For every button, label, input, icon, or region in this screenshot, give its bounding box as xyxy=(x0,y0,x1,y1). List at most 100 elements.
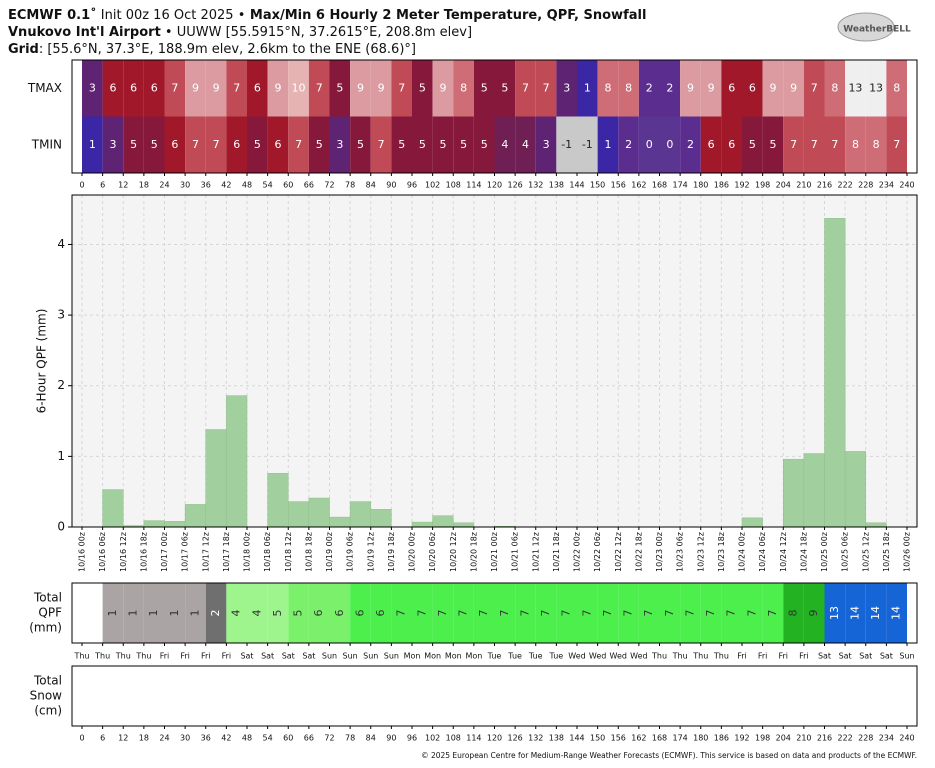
temp-cell xyxy=(618,116,639,173)
total-cell xyxy=(700,583,722,643)
total-label: 7 xyxy=(436,610,449,617)
x-tick-label: 168 xyxy=(652,181,667,190)
day-label: Tue xyxy=(487,652,502,661)
total-label: 14 xyxy=(890,606,903,620)
bar xyxy=(164,521,186,528)
temp-label: 3 xyxy=(563,81,570,94)
temp-cell xyxy=(721,116,742,173)
temp-cell xyxy=(803,116,825,173)
x-tick-label: 234 xyxy=(879,181,894,190)
day-label: Sun xyxy=(899,652,914,661)
x-tick-label: 144 xyxy=(569,734,584,743)
temp-label: 1 xyxy=(584,81,591,94)
bar xyxy=(803,453,825,528)
x-tick-label: 10/24 06z xyxy=(758,532,767,572)
day-label: Fri xyxy=(799,652,809,661)
x-tick-label: 10/19 12z xyxy=(366,532,375,572)
day-label: Fri xyxy=(180,652,190,661)
x-tick-label: 10/21 12z xyxy=(531,532,540,572)
day-label: Sat xyxy=(282,652,295,661)
bar xyxy=(143,520,165,528)
day-label: Wed xyxy=(630,652,647,661)
total-label: 14 xyxy=(848,606,861,620)
total-cell xyxy=(577,583,598,643)
temp-label: 6 xyxy=(109,81,116,94)
temp-cell xyxy=(762,116,784,173)
temp-cell xyxy=(700,116,722,173)
total-label: 7 xyxy=(745,610,758,617)
total-label: 2 xyxy=(209,610,222,617)
total-cell xyxy=(185,583,206,643)
total-label: 1 xyxy=(188,610,201,617)
x-tick-label: 138 xyxy=(549,181,564,190)
temp-cell xyxy=(638,60,660,117)
temp-label: 2 xyxy=(625,138,632,151)
total-label: 7 xyxy=(683,610,696,617)
x-tick-label: 222 xyxy=(837,734,852,743)
temp-label: 5 xyxy=(749,138,756,151)
total-cell xyxy=(535,583,557,643)
x-tick-label: 240 xyxy=(899,734,914,743)
temp-label: 6 xyxy=(233,138,240,151)
temp-cell xyxy=(432,116,454,173)
total-label: 7 xyxy=(601,610,614,617)
x-tick-label: 192 xyxy=(734,181,749,190)
temp-cell xyxy=(185,116,206,173)
temp-label: 9 xyxy=(708,81,715,94)
total-label: 7 xyxy=(642,610,655,617)
temp-cell xyxy=(783,60,804,117)
total-label: 7 xyxy=(477,610,490,617)
total-cell xyxy=(742,583,763,643)
x-tick-label: 210 xyxy=(796,181,811,190)
total-cell xyxy=(845,583,866,643)
day-label: Sun xyxy=(363,652,378,661)
total-label: 1 xyxy=(127,610,140,617)
temp-label: 0 xyxy=(646,138,653,151)
x-tick-label: 10/18 00z xyxy=(243,532,252,572)
x-tick-label: 10/18 18z xyxy=(304,532,313,572)
temp-label: 1 xyxy=(89,138,96,151)
temp-cell xyxy=(350,116,371,173)
temp-label: 5 xyxy=(254,138,261,151)
row-label: TMIN xyxy=(31,137,62,151)
x-tick-label: 198 xyxy=(755,734,770,743)
day-label: Sat xyxy=(859,652,872,661)
temp-label: 7 xyxy=(893,138,900,151)
temp-cell xyxy=(412,60,433,117)
temp-cell xyxy=(577,60,598,117)
total-cell xyxy=(762,583,784,643)
temp-label: 0 xyxy=(666,138,673,151)
temp-label: 7 xyxy=(192,138,199,151)
x-tick-label: 174 xyxy=(672,181,687,190)
temp-label: 3 xyxy=(543,138,550,151)
x-tick-label: 12 xyxy=(118,181,128,190)
temp-cell xyxy=(618,60,639,117)
temp-label: 8 xyxy=(852,138,859,151)
total-cell xyxy=(783,583,804,643)
x-tick-label: 168 xyxy=(652,734,667,743)
temp-cell xyxy=(288,60,309,117)
temp-label: 6 xyxy=(254,81,261,94)
header-segment: : [55.6°N, 37.3°E, 188.9m elev, 2.6km to… xyxy=(39,42,416,57)
total-cell xyxy=(350,583,371,643)
day-label: Thu xyxy=(115,652,131,661)
temp-cell xyxy=(597,60,619,117)
total-label: 7 xyxy=(580,610,593,617)
panel-frame xyxy=(71,194,918,528)
total-cell xyxy=(164,583,186,643)
temp-cell xyxy=(762,60,784,117)
y-tick-label: 2 xyxy=(57,378,65,392)
x-tick-label: 48 xyxy=(242,734,252,743)
temp-cell xyxy=(226,116,247,173)
x-tick-label: 96 xyxy=(407,734,417,743)
x-tick-label: 12 xyxy=(118,734,128,743)
total-label: 6 xyxy=(374,610,387,617)
x-tick-label: 138 xyxy=(549,734,564,743)
total-label: 7 xyxy=(539,610,552,617)
x-tick-label: 10/20 06z xyxy=(428,532,437,572)
x-tick-label: 30 xyxy=(180,734,190,743)
temp-cell xyxy=(742,60,763,117)
day-label: Sat xyxy=(302,652,315,661)
total-cell xyxy=(886,583,907,643)
